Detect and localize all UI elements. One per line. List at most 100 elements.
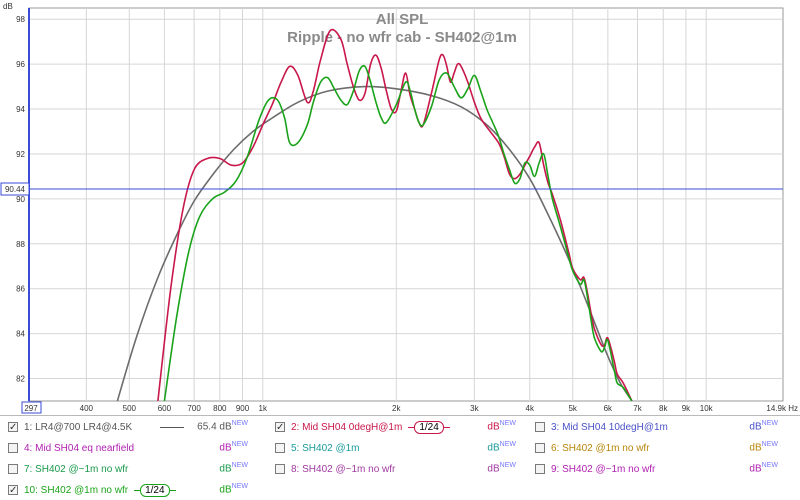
legend-label: 10: SH402 @1m no wfr bbox=[24, 484, 129, 496]
legend-db-value: dBNEW bbox=[487, 462, 516, 474]
legend-new-tag: NEW bbox=[499, 462, 516, 469]
y-tick-label: 92 bbox=[16, 150, 25, 159]
legend-checkbox[interactable] bbox=[8, 464, 18, 474]
legend-checkbox[interactable]: ✓ bbox=[8, 485, 18, 496]
chart-title: All SPL bbox=[376, 11, 429, 28]
legend-label: 3: Mid SH04 10degH@1m bbox=[551, 421, 668, 433]
legend-row: 7: SH402 @~1m no wfr dBNEW 8: SH402 @~1m n… bbox=[0, 458, 800, 479]
legend-item: 6: SH402 @1m no wfr bbox=[535, 441, 650, 455]
legend-item: ✓ 1: LR4@700 LR4@4.5K bbox=[8, 420, 185, 434]
legend-checkbox[interactable]: ✓ bbox=[8, 422, 18, 433]
legend-item: 9: SH402 @~1m no wfr bbox=[535, 462, 655, 476]
legend-db-value: dBNEW bbox=[487, 420, 516, 432]
x-tick-label: 1k bbox=[259, 404, 268, 413]
legend-checkbox[interactable] bbox=[275, 464, 285, 474]
smoothing-badge[interactable]: 1/24 bbox=[140, 483, 170, 497]
legend-db-value: dBNEW bbox=[749, 420, 778, 432]
legend-line-swatch bbox=[134, 489, 141, 491]
x-tick-label: 6k bbox=[604, 404, 613, 413]
legend-row: ✓ 1: LR4@700 LR4@4.5K 65.4 dBNEW ✓ 2: Mid SH… bbox=[0, 416, 800, 437]
legend-new-tag: NEW bbox=[499, 420, 516, 427]
series-line-2 bbox=[163, 64, 633, 401]
legend-new-tag: NEW bbox=[761, 420, 778, 427]
legend-line-swatch bbox=[443, 426, 450, 428]
legend-new-tag: NEW bbox=[231, 420, 248, 427]
x-tick-label: 400 bbox=[80, 404, 94, 413]
legend-db-text: dB bbox=[487, 421, 500, 433]
y-tick-label: 82 bbox=[16, 375, 25, 384]
x-tick-label: 4k bbox=[526, 404, 535, 413]
legend-db-text: dB bbox=[487, 463, 500, 475]
x-tick-label: 3k bbox=[470, 404, 479, 413]
legend-db-value: dBNEW bbox=[749, 462, 778, 474]
legend-line-swatch bbox=[408, 426, 415, 428]
legend-line-swatch bbox=[169, 489, 176, 491]
x-tick-label: 297 bbox=[24, 404, 38, 413]
x-start-box bbox=[21, 401, 42, 414]
x-tick-label: 8k bbox=[659, 404, 668, 413]
legend-db-text: dB bbox=[219, 463, 232, 475]
legend-db-value: 65.4 dBNEW bbox=[197, 420, 248, 432]
legend-new-tag: NEW bbox=[499, 441, 516, 448]
legend-item: ✓ 2: Mid SH04 0degH@1m 1/24 bbox=[275, 420, 450, 434]
y-axis-label: dB bbox=[3, 2, 13, 11]
x-tick-label: 600 bbox=[158, 404, 172, 413]
legend-label: 4: Mid SH04 eq nearfield bbox=[24, 442, 135, 454]
y-tick-label: 94 bbox=[16, 105, 25, 114]
smoothing-badge[interactable]: 1/24 bbox=[414, 420, 444, 434]
legend-checkbox[interactable] bbox=[535, 464, 545, 474]
legend-label: 6: SH402 @1m no wfr bbox=[551, 442, 650, 454]
legend-db-text: dB bbox=[749, 421, 762, 433]
legend-checkbox[interactable] bbox=[8, 443, 18, 453]
legend-db-value: dBNEW bbox=[219, 483, 248, 495]
legend-db-text: dB bbox=[749, 442, 762, 454]
legend-row: ✓ 10: SH402 @1m no wfr 1/24 dBNEW bbox=[0, 479, 800, 500]
x-tick-label: 700 bbox=[187, 404, 201, 413]
legend-item: 4: Mid SH04 eq nearfield bbox=[8, 441, 134, 455]
legend-db-text: dB bbox=[487, 442, 500, 454]
x-tick-label: 9k bbox=[682, 404, 691, 413]
x-tick-label: 7k bbox=[633, 404, 642, 413]
legend-db-value: dBNEW bbox=[219, 462, 248, 474]
legend-item: 5: SH402 @1m bbox=[275, 441, 360, 455]
legend-db-value: dBNEW bbox=[487, 441, 516, 453]
legend-new-tag: NEW bbox=[761, 441, 778, 448]
legend-label: 8: SH402 @~1m no wfr bbox=[291, 463, 396, 475]
y-tick-label: 86 bbox=[16, 285, 25, 294]
legend-new-tag: NEW bbox=[231, 483, 248, 490]
legend-label: 2: Mid SH04 0degH@1m bbox=[291, 421, 403, 433]
legend-new-tag: NEW bbox=[761, 462, 778, 469]
legend-checkbox[interactable] bbox=[535, 422, 545, 432]
legend-checkbox[interactable]: ✓ bbox=[275, 422, 285, 433]
x-tick-label: 14.9k Hz bbox=[766, 404, 798, 413]
legend-db-text: dB bbox=[219, 442, 232, 454]
legend-smoothing-swatch: 1/24 bbox=[134, 483, 176, 497]
legend-db-text: dB bbox=[219, 484, 232, 496]
legend-checkbox[interactable] bbox=[535, 443, 545, 453]
legend-row: 4: Mid SH04 eq nearfield dBNEW 5: SH402 @1… bbox=[0, 437, 800, 458]
spl-chart: 82 84 86 88 90 92 94 96 98 297 400 500 600 700 800 900 1… bbox=[0, 2, 798, 414]
x-tick-label: 5k bbox=[568, 404, 577, 413]
legend-checkbox[interactable] bbox=[275, 443, 285, 453]
chart-subtitle: Ripple - no wfr cab - SH402@1m bbox=[287, 29, 517, 46]
legend-item: ✓ 10: SH402 @1m no wfr 1/24 bbox=[8, 483, 176, 497]
y-tick-label: 96 bbox=[16, 60, 25, 69]
legend-new-tag: NEW bbox=[231, 441, 248, 448]
legend-item: 3: Mid SH04 10degH@1m bbox=[535, 420, 668, 434]
series-line-3 bbox=[116, 85, 633, 401]
x-tick-label: 900 bbox=[236, 404, 250, 413]
legend-db-value: dBNEW bbox=[749, 441, 778, 453]
x-tick-label: 800 bbox=[213, 404, 227, 413]
legend-smoothing-swatch: 1/24 bbox=[408, 420, 450, 434]
y-tick-label: 84 bbox=[16, 330, 25, 339]
cursor-value: 90.44 bbox=[5, 185, 26, 194]
legend-db-value: dBNEW bbox=[219, 441, 248, 453]
cursor-value-box bbox=[0, 182, 30, 196]
legend-label: 9: SH402 @~1m no wfr bbox=[551, 463, 656, 475]
legend-db-text: dB bbox=[749, 463, 762, 475]
plot-area bbox=[28, 7, 784, 402]
legend-db-text: 65.4 dB bbox=[197, 421, 232, 433]
legend-item: 8: SH402 @~1m no wfr bbox=[275, 462, 395, 476]
y-tick-label: 98 bbox=[16, 15, 25, 24]
y-tick-label: 90 bbox=[16, 195, 25, 204]
